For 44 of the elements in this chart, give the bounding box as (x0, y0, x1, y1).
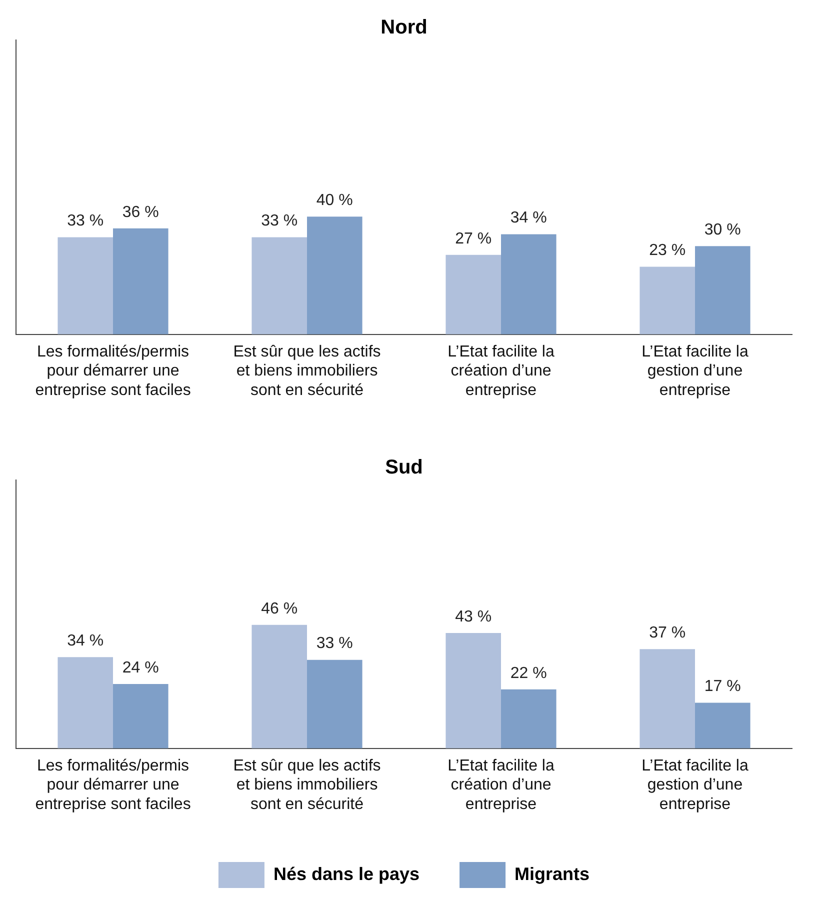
x-tick-label: L’Etat facilite la gestion d’une entreprise (642, 343, 748, 399)
bar (58, 237, 113, 334)
x-tick-label: Les formalités/permis pour démarrer une entreprise sont faciles (35, 757, 191, 813)
data-label: 43 % (455, 608, 492, 626)
x-tick-label: L’Etat facilite la gestion d’une entreprise (642, 757, 748, 813)
bar (307, 216, 362, 334)
data-label: 30 % (704, 221, 741, 238)
bar (307, 660, 362, 748)
bar (58, 657, 113, 748)
bar (501, 234, 556, 334)
data-label: 37 % (649, 624, 686, 642)
data-label: 40 % (316, 192, 353, 210)
data-label: 33 % (316, 635, 353, 652)
data-label: 36 % (122, 204, 159, 221)
bar (252, 237, 307, 334)
x-tick-label: Les formalités/permis pour démarrer une entreprise sont faciles (35, 343, 191, 399)
bar (113, 684, 168, 748)
x-tick-label: L’Etat facilite la création d’une entreprise (448, 343, 554, 399)
x-tick-label: Est sûr que les actifs et biens immobiliers sont en sécurité (233, 757, 381, 813)
bar (446, 632, 501, 748)
data-label: 46 % (261, 600, 298, 618)
bar (113, 228, 168, 334)
data-label: 34 % (67, 632, 104, 650)
chart-title: Sud (385, 456, 423, 479)
bar (695, 702, 750, 748)
data-label: 27 % (455, 230, 492, 248)
bar (446, 254, 501, 334)
data-label: 23 % (649, 242, 686, 260)
bar (640, 649, 695, 748)
bar (501, 689, 556, 748)
x-tick-label: Est sûr que les actifs et biens immobiliers sont en sécurité (233, 343, 381, 399)
x-tick-label: L’Etat facilite la création d’une entreprise (448, 757, 554, 813)
chart-title: Nord (380, 16, 428, 39)
bar (695, 246, 750, 334)
data-label: 33 % (261, 212, 298, 230)
data-label: 24 % (122, 659, 159, 676)
legend-label: Nés dans le pays (273, 864, 420, 884)
data-label: 17 % (704, 678, 741, 696)
bar (252, 624, 307, 748)
bar (640, 266, 695, 334)
data-label: 22 % (510, 664, 547, 682)
data-label: 34 % (510, 210, 547, 227)
data-label: 33 % (67, 212, 104, 230)
legend-label: Migrants (514, 864, 590, 884)
